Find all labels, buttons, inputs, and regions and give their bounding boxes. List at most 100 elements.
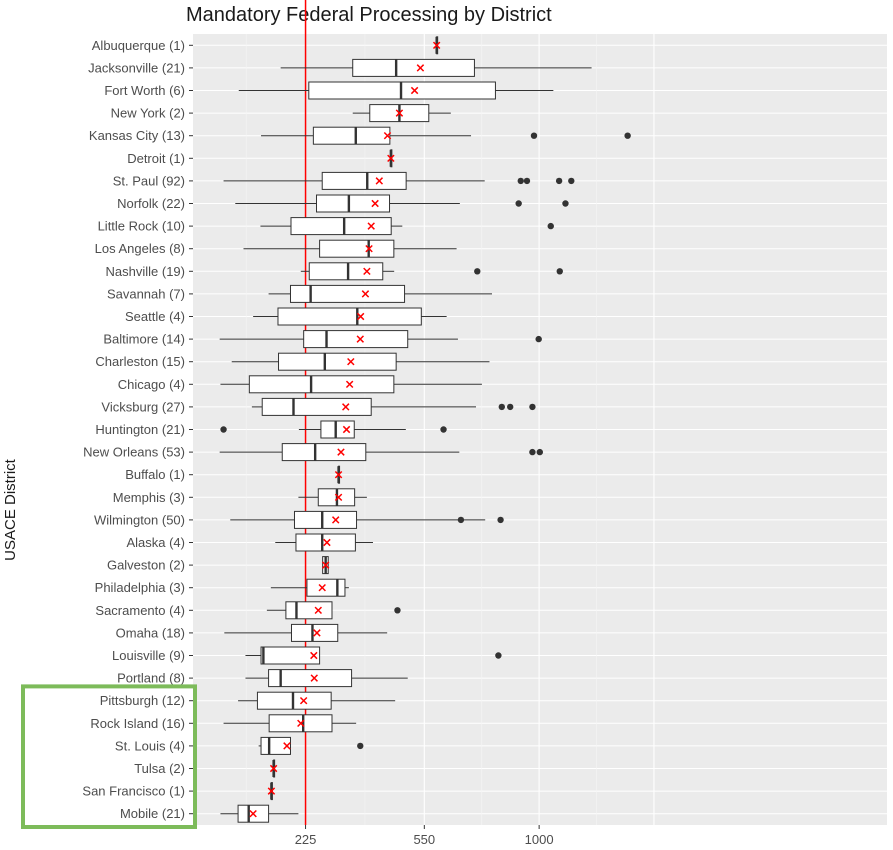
outlier-point bbox=[457, 516, 465, 524]
box-body bbox=[281, 443, 367, 462]
box-body bbox=[278, 352, 397, 371]
mean-marker bbox=[365, 244, 373, 253]
outlier-point bbox=[530, 132, 538, 139]
box-19 bbox=[334, 465, 343, 484]
y-tick-label: Kansas City (13) bbox=[89, 128, 185, 143]
box-body bbox=[319, 239, 395, 258]
y-tick-label: Norfolk (22) bbox=[117, 196, 185, 211]
y-tick-label: Mobile (21) bbox=[120, 806, 185, 821]
box-34 bbox=[220, 804, 299, 823]
y-tick-label: Detroit (1) bbox=[127, 151, 185, 166]
outlier-point bbox=[220, 426, 227, 433]
box-11 bbox=[268, 284, 492, 303]
box-15 bbox=[220, 375, 482, 394]
box-body bbox=[295, 533, 356, 552]
box-body bbox=[289, 284, 406, 303]
box-22 bbox=[275, 533, 373, 552]
mean-marker bbox=[383, 131, 392, 140]
y-tick-label: Seattle (4) bbox=[125, 309, 185, 324]
mean-marker bbox=[361, 290, 370, 298]
box-body bbox=[261, 397, 372, 416]
box-20 bbox=[298, 488, 367, 507]
box-30 bbox=[223, 714, 357, 733]
y-tick-label: Philadelphia (3) bbox=[95, 580, 185, 595]
box-5 bbox=[387, 149, 395, 168]
box-0 bbox=[432, 36, 441, 55]
mean-marker bbox=[297, 719, 305, 728]
mean-marker bbox=[387, 154, 395, 163]
mean-marker bbox=[337, 448, 345, 456]
x-tick-label: 550 bbox=[413, 832, 435, 847]
box-32 bbox=[269, 759, 278, 778]
chart-title: Mandatory Federal Processing by District bbox=[186, 4, 552, 26]
y-tick-label: Vicksburg (27) bbox=[101, 399, 185, 414]
outlier-point bbox=[535, 335, 542, 343]
y-tick-label: Little Rock (10) bbox=[98, 219, 185, 234]
y-tick-label: Galveston (2) bbox=[107, 558, 185, 573]
mean-marker bbox=[347, 357, 355, 366]
box-29 bbox=[238, 691, 396, 710]
outlier-point bbox=[529, 403, 536, 411]
y-tick-label: Los Angeles (8) bbox=[95, 241, 185, 256]
y-tick-label: New York (2) bbox=[111, 106, 185, 121]
outlier-point bbox=[568, 177, 575, 185]
box-body bbox=[312, 126, 391, 145]
box-23 bbox=[321, 556, 330, 575]
box-10 bbox=[300, 262, 563, 281]
box-3 bbox=[352, 104, 451, 123]
box-8 bbox=[260, 217, 554, 236]
y-tick-label: Albuquerque (1) bbox=[92, 38, 185, 53]
outlier-point bbox=[497, 516, 504, 524]
box-body bbox=[303, 330, 409, 349]
outlier-point bbox=[517, 177, 524, 185]
box-18 bbox=[219, 443, 543, 462]
y-tick-label: Memphis (3) bbox=[113, 490, 185, 505]
mean-marker bbox=[318, 583, 326, 592]
box-33 bbox=[267, 782, 276, 801]
boxes bbox=[219, 36, 631, 823]
x-tick-label: 225 bbox=[295, 832, 317, 847]
box-body bbox=[308, 262, 384, 281]
mean-marker bbox=[395, 109, 404, 117]
box-7 bbox=[235, 194, 569, 213]
y-tick-label: Pittsburgh (12) bbox=[100, 693, 185, 708]
mean-marker bbox=[410, 86, 419, 95]
box-body bbox=[306, 578, 346, 597]
x-tick-label: 1000 bbox=[525, 832, 554, 847]
box-26 bbox=[224, 623, 388, 642]
y-tick-label: Charleston (15) bbox=[95, 354, 185, 369]
y-tick-label: Rock Island (16) bbox=[90, 716, 185, 731]
mean-marker bbox=[267, 787, 276, 795]
box-2 bbox=[238, 81, 554, 100]
mean-marker bbox=[363, 267, 371, 276]
mean-marker bbox=[249, 809, 257, 818]
y-tick-label: St. Louis (4) bbox=[115, 738, 185, 753]
box-4 bbox=[261, 126, 631, 145]
box-body bbox=[290, 217, 392, 236]
y-tick-label: Wilmington (50) bbox=[94, 512, 185, 527]
y-tick-labels: Albuquerque (1) Jacksonville (21) Fort Wor… bbox=[82, 38, 193, 821]
y-tick-label: Fort Worth (6) bbox=[104, 83, 185, 98]
mean-marker bbox=[345, 380, 354, 389]
box-21 bbox=[230, 510, 504, 529]
mean-marker bbox=[323, 538, 331, 547]
highlight-group bbox=[21, 684, 197, 830]
y-tick-label: Nashville (19) bbox=[106, 264, 185, 279]
box-body bbox=[260, 646, 321, 665]
mean-marker bbox=[283, 742, 291, 750]
y-tick-label: Jacksonville (21) bbox=[88, 60, 185, 75]
mean-marker bbox=[356, 335, 365, 343]
box-body bbox=[285, 601, 333, 620]
mean-marker bbox=[321, 561, 330, 569]
y-tick-label: Chicago (4) bbox=[118, 377, 185, 392]
outlier-point bbox=[624, 132, 631, 139]
outlier-point bbox=[498, 403, 505, 411]
outlier-point bbox=[506, 403, 514, 411]
box-body bbox=[248, 375, 395, 394]
box-body bbox=[290, 623, 339, 642]
y-tick-label: Louisville (9) bbox=[112, 648, 185, 663]
mean-marker bbox=[310, 674, 318, 682]
mean-marker bbox=[310, 651, 318, 660]
mean-marker bbox=[432, 41, 441, 50]
